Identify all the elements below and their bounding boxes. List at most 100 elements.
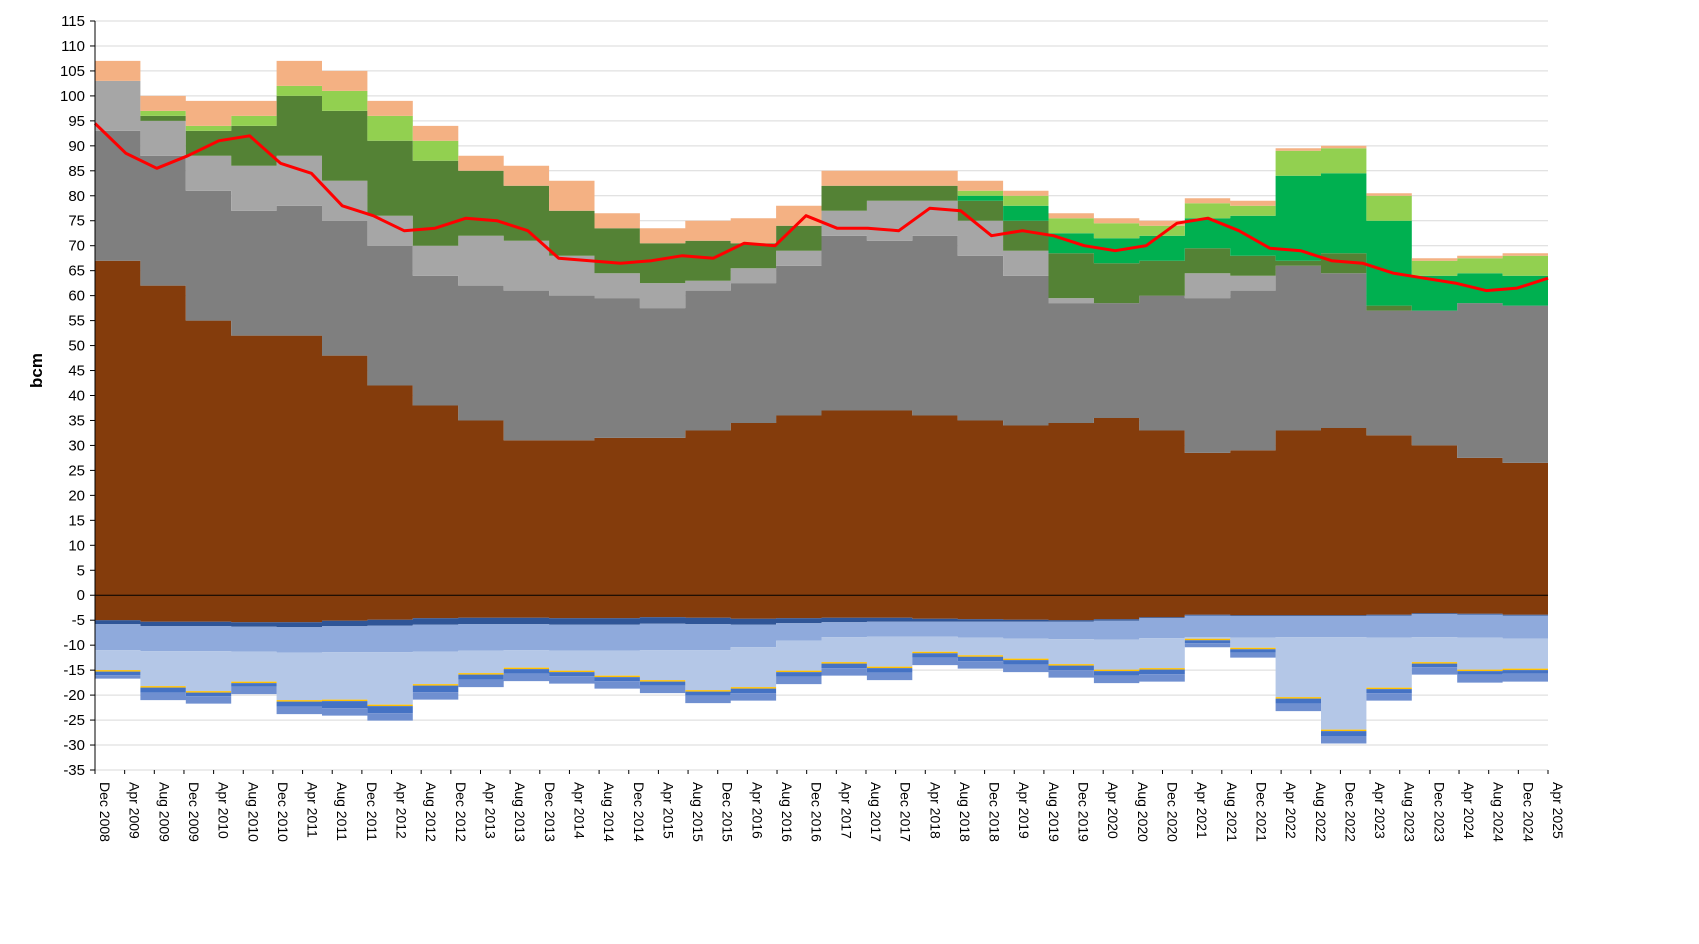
negative-area-1 bbox=[95, 595, 1548, 623]
y-tick-label: 75 bbox=[68, 213, 85, 230]
y-tick-label: -30 bbox=[63, 737, 85, 754]
x-tick-label: Apr 2024 bbox=[1461, 782, 1477, 839]
y-tick-label: -25 bbox=[63, 712, 85, 729]
x-tick-label: Aug 2024 bbox=[1491, 782, 1507, 842]
x-tick-label: Apr 2011 bbox=[305, 782, 321, 838]
positive-area-3 bbox=[95, 80, 1548, 311]
x-tick-label: Apr 2017 bbox=[838, 782, 854, 839]
y-tick-labels: 1151101051009590858075706560555045403530… bbox=[60, 13, 85, 779]
y-tick-label: 45 bbox=[68, 363, 85, 380]
x-tick-label: Dec 2012 bbox=[453, 782, 469, 842]
y-tick-label: 65 bbox=[68, 263, 85, 280]
positive-area-6 bbox=[95, 80, 1548, 276]
x-tick-label: Apr 2023 bbox=[1372, 782, 1388, 839]
x-tick-label: Dec 2011 bbox=[364, 782, 380, 841]
y-tick-label: -35 bbox=[63, 762, 85, 779]
y-tick-label: 20 bbox=[68, 487, 85, 504]
x-tick-label: Dec 2015 bbox=[720, 782, 736, 842]
x-tick-label: Dec 2020 bbox=[1165, 782, 1181, 842]
x-tick-label: Dec 2017 bbox=[898, 782, 914, 842]
line-series bbox=[93, 122, 1549, 293]
x-tick-label: Dec 2019 bbox=[1076, 782, 1092, 842]
x-tick-label: Aug 2018 bbox=[957, 782, 973, 842]
x-tick-label: Aug 2012 bbox=[423, 782, 439, 842]
y-tick-label: 60 bbox=[68, 288, 85, 305]
x-tick-labels: Dec 2008 Apr 2009 Aug 2009 Dec 2009 Apr 2010… bbox=[97, 782, 1566, 842]
y-axis-title: bcm bbox=[27, 353, 46, 388]
x-tick-label: Aug 2019 bbox=[1046, 782, 1062, 842]
y-tick-label: -20 bbox=[63, 687, 85, 704]
negative-area-2 bbox=[95, 613, 1548, 628]
x-tick-label: Aug 2016 bbox=[779, 782, 795, 842]
x-tick-label: Dec 2008 bbox=[97, 782, 113, 842]
x-tick-label: Aug 2009 bbox=[156, 782, 172, 842]
x-tick-label: Apr 2016 bbox=[749, 782, 765, 839]
negative-area-4 bbox=[95, 636, 1548, 730]
axes bbox=[90, 20, 1549, 774]
y-tick-label: 50 bbox=[68, 338, 85, 355]
y-tick-label: 95 bbox=[68, 113, 85, 130]
x-tick-label: Dec 2009 bbox=[186, 782, 202, 842]
x-tick-label: Dec 2023 bbox=[1431, 782, 1447, 842]
x-tick-label: Aug 2023 bbox=[1402, 782, 1418, 842]
x-tick-label: Dec 2016 bbox=[809, 782, 825, 842]
x-tick-label: Apr 2009 bbox=[127, 782, 143, 839]
y-tick-label: 35 bbox=[68, 412, 85, 429]
y-tick-label: 100 bbox=[60, 88, 85, 105]
x-tick-label: Aug 2020 bbox=[1135, 782, 1151, 842]
x-tick-label: Aug 2021 bbox=[1224, 782, 1240, 842]
x-tick-label: Aug 2011 bbox=[334, 782, 350, 841]
y-tick-label: 80 bbox=[68, 188, 85, 205]
x-tick-label: Dec 2014 bbox=[631, 782, 647, 842]
x-tick-label: Aug 2014 bbox=[601, 782, 617, 842]
x-tick-label: Aug 2015 bbox=[690, 782, 706, 842]
x-tick-label: Apr 2014 bbox=[571, 782, 587, 839]
area-series bbox=[95, 60, 1548, 744]
x-tick-label: Dec 2022 bbox=[1342, 782, 1358, 842]
y-tick-label: 0 bbox=[77, 587, 85, 604]
x-tick-label: Dec 2013 bbox=[542, 782, 558, 842]
positive-area-1 bbox=[95, 260, 1548, 596]
y-tick-label: 110 bbox=[61, 38, 85, 55]
x-tick-label: Apr 2015 bbox=[660, 782, 676, 839]
x-tick-label: Dec 2024 bbox=[1520, 782, 1536, 842]
x-tick-label: Apr 2013 bbox=[483, 782, 499, 839]
x-tick-label: Aug 2013 bbox=[512, 782, 528, 842]
x-tick-label: Apr 2022 bbox=[1283, 782, 1299, 839]
y-tick-label: 115 bbox=[61, 13, 85, 30]
y-tick-label: 40 bbox=[68, 388, 85, 405]
y-tick-label: -10 bbox=[63, 637, 85, 654]
positive-area-2 bbox=[95, 130, 1548, 463]
y-tick-label: 15 bbox=[68, 512, 85, 529]
positive-area-4 bbox=[95, 80, 1548, 311]
negative-area-3 bbox=[95, 614, 1548, 653]
y-tick-label: 90 bbox=[68, 138, 85, 155]
y-tick-label: 5 bbox=[77, 562, 85, 579]
line-series-1 bbox=[93, 122, 1549, 293]
x-tick-label: Aug 2010 bbox=[245, 782, 261, 842]
x-tick-label: Apr 2019 bbox=[1016, 782, 1032, 839]
y-tick-label: 55 bbox=[68, 313, 85, 330]
x-tick-label: Aug 2022 bbox=[1313, 782, 1329, 842]
y-tick-label: 10 bbox=[68, 537, 85, 554]
x-tick-label: Aug 2017 bbox=[868, 782, 884, 842]
x-tick-label: Apr 2020 bbox=[1105, 782, 1121, 839]
x-tick-label: Apr 2021 bbox=[1194, 782, 1210, 839]
y-tick-label: -5 bbox=[72, 612, 85, 629]
y-tick-label: 85 bbox=[68, 163, 85, 180]
y-tick-label: 30 bbox=[68, 437, 85, 454]
x-tick-label: Dec 2018 bbox=[987, 782, 1003, 842]
y-tick-label: 25 bbox=[68, 462, 85, 479]
x-tick-label: Apr 2025 bbox=[1550, 782, 1566, 839]
positive-area-5 bbox=[95, 80, 1548, 311]
y-tick-label: -15 bbox=[63, 662, 85, 679]
x-tick-label: Apr 2018 bbox=[927, 782, 943, 839]
x-tick-label: Dec 2010 bbox=[275, 782, 291, 842]
x-tick-label: Apr 2012 bbox=[394, 782, 410, 839]
x-tick-label: Dec 2021 bbox=[1254, 782, 1270, 842]
x-tick-label: Apr 2010 bbox=[216, 782, 232, 839]
y-tick-label: 70 bbox=[68, 238, 85, 255]
y-tick-label: 105 bbox=[60, 63, 85, 80]
